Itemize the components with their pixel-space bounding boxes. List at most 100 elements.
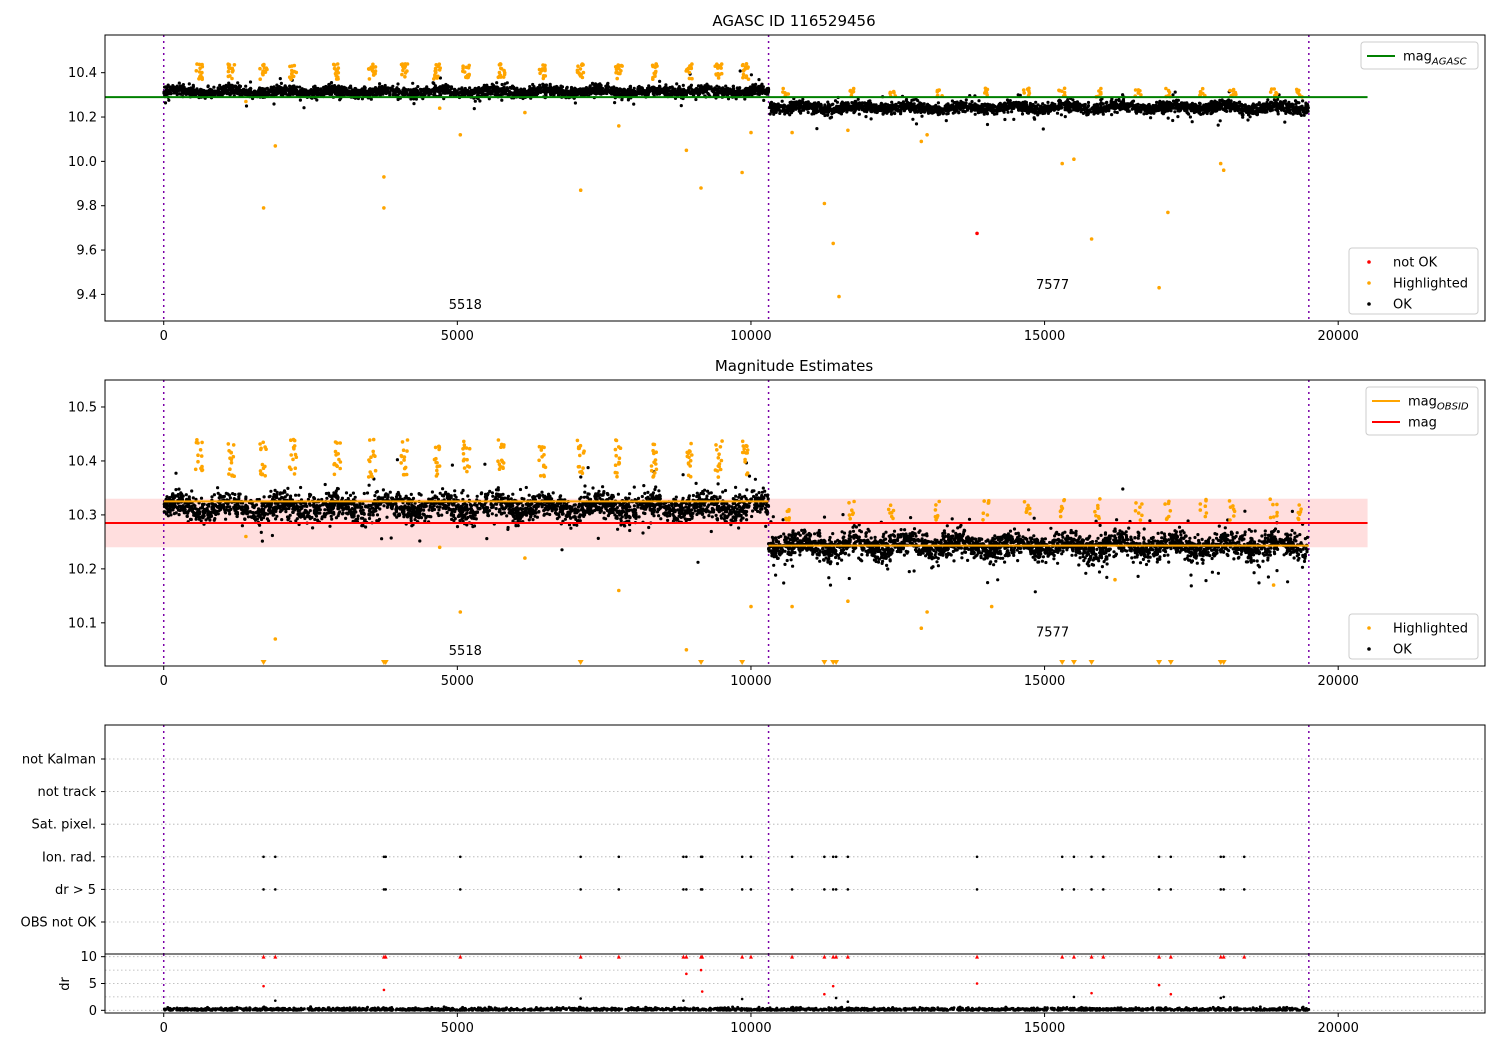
- ok-point: [347, 90, 351, 94]
- ok-point: [427, 87, 431, 92]
- ok-point: [186, 92, 190, 96]
- ok-point: [248, 80, 253, 84]
- ok-point: [1251, 109, 1255, 113]
- ok-point: [757, 78, 761, 82]
- ok-point: [588, 88, 592, 92]
- ok-point: [686, 88, 690, 92]
- ok-point: [1287, 110, 1292, 115]
- ok-point: [401, 93, 405, 97]
- ok-point: [531, 82, 535, 87]
- ok-point: [1020, 112, 1025, 116]
- ok-point: [505, 86, 509, 90]
- ok-point: [573, 101, 578, 105]
- ok-point: [1175, 98, 1179, 102]
- ok-point: [414, 87, 418, 91]
- ok-point: [598, 82, 602, 86]
- ok-point: [445, 86, 450, 90]
- ok-point: [667, 89, 671, 93]
- ok-point: [1283, 120, 1287, 124]
- ok-point: [749, 73, 754, 77]
- ok-point: [672, 90, 676, 94]
- ok-point: [512, 85, 516, 89]
- ok-point: [565, 92, 569, 96]
- ok-point: [522, 88, 526, 92]
- ok-point: [206, 84, 210, 88]
- ok-point: [906, 105, 910, 109]
- ok-point: [731, 84, 736, 88]
- ok-point: [706, 92, 710, 96]
- ok-point: [1059, 113, 1063, 117]
- ok-point: [247, 90, 251, 94]
- ok-point: [416, 85, 420, 89]
- ok-point: [575, 91, 579, 95]
- ok-point: [223, 89, 227, 93]
- ok-point: [227, 91, 231, 95]
- ok-point: [918, 101, 922, 105]
- ok-point: [1156, 106, 1161, 110]
- ok-point: [1165, 100, 1169, 104]
- ok-point: [624, 89, 628, 93]
- ok-point: [406, 88, 410, 92]
- ok-point: [1218, 98, 1222, 102]
- ok-point: [992, 112, 997, 116]
- ok-point: [344, 92, 348, 96]
- ok-point: [618, 87, 622, 91]
- ok-point: [476, 91, 480, 95]
- ok-point: [590, 81, 595, 85]
- ok-point: [1225, 106, 1229, 110]
- ok-point: [419, 89, 423, 93]
- ok-point: [632, 102, 636, 106]
- ok-point: [381, 91, 385, 95]
- ok-point: [856, 97, 860, 101]
- ok-point: [554, 87, 558, 91]
- ok-point: [630, 92, 634, 96]
- ok-point: [758, 86, 762, 90]
- ok-points: [162, 69, 1310, 131]
- ok-point: [195, 90, 199, 94]
- ok-point: [281, 92, 285, 96]
- ok-point: [869, 117, 873, 121]
- ok-point: [679, 104, 683, 108]
- ok-point: [717, 85, 721, 89]
- ok-point: [1227, 98, 1231, 102]
- ok-point: [1121, 99, 1126, 103]
- ok-point: [913, 109, 917, 113]
- ok-point: [189, 88, 193, 92]
- ok-point: [389, 88, 393, 92]
- ok-point: [780, 99, 784, 103]
- ok-point: [1197, 101, 1202, 105]
- ok-point: [911, 117, 915, 121]
- ok-point: [713, 87, 717, 91]
- ok-point: [817, 103, 821, 107]
- ok-point: [898, 101, 902, 105]
- ok-point: [689, 83, 694, 87]
- ok-point: [221, 92, 225, 96]
- ok-point: [931, 105, 935, 109]
- ok-point: [830, 103, 834, 107]
- ok-point: [269, 85, 273, 89]
- ok-point: [1092, 112, 1096, 116]
- ok-point: [621, 88, 625, 92]
- ok-point: [1169, 109, 1173, 113]
- ok-point: [1005, 98, 1010, 102]
- ok-point: [997, 103, 1001, 107]
- ok-point: [178, 85, 182, 90]
- ok-point: [1276, 112, 1280, 116]
- ok-point: [1116, 103, 1120, 108]
- ok-point: [620, 92, 624, 97]
- ok-point: [738, 69, 742, 73]
- ok-point: [324, 90, 328, 94]
- ok-point: [724, 84, 728, 88]
- ok-point: [732, 92, 736, 96]
- ok-point: [1117, 99, 1121, 103]
- ok-point: [472, 107, 476, 111]
- ok-point: [223, 85, 227, 89]
- ok-point: [669, 92, 673, 96]
- ok-point: [272, 102, 276, 106]
- ok-point: [1166, 116, 1170, 120]
- ok-point: [1173, 110, 1177, 114]
- ok-point: [366, 93, 370, 97]
- ok-point: [493, 85, 497, 89]
- ok-point: [806, 110, 810, 115]
- ok-point: [1055, 111, 1060, 115]
